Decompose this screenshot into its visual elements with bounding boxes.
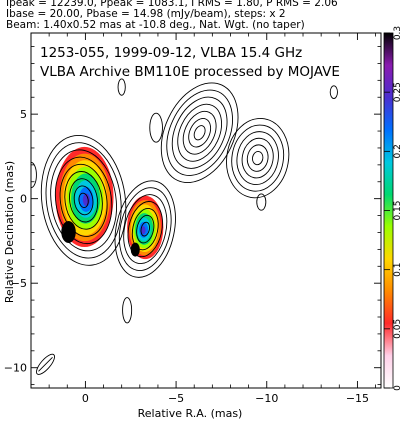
colorbar-ticks: 0 0.05 0.1 0.15 0.2 0.25 0.3 — [384, 26, 403, 391]
y-tick-label: 0 — [20, 193, 27, 206]
chart-title: 1253-055, 1999-09-12, VLBA 15.4 GHz — [40, 45, 302, 61]
contour-core — [64, 171, 103, 230]
x-tick-label: 0 — [82, 392, 89, 405]
contour-inner-jet — [131, 207, 159, 251]
contour-outer-lobe-b — [226, 117, 290, 199]
contour-outer-lobe-a — [177, 103, 223, 162]
contour-core — [69, 178, 99, 223]
contour-outer-lobe-b — [246, 144, 269, 172]
x-axis-label: Relative R.A. (mas) — [138, 407, 243, 420]
noise-contour — [117, 78, 126, 96]
colorbar-tick-label: 0.2 — [393, 144, 403, 158]
y-tick-label: −5 — [11, 277, 27, 290]
contour-core — [45, 142, 122, 259]
x-tick-label: −10 — [255, 392, 278, 405]
contour-inner-jet — [118, 187, 172, 271]
noise-contour — [329, 85, 338, 99]
noise-contour — [31, 161, 37, 189]
contour-inner-jet — [127, 201, 163, 258]
contour-outer-lobe-a — [182, 110, 217, 155]
colorbar-tick-label: 0.05 — [393, 319, 403, 339]
contour-core — [50, 149, 117, 252]
contour-core — [40, 135, 127, 266]
colorbar-tick-label: 0.25 — [393, 82, 403, 102]
contour-inner-jet — [114, 180, 176, 278]
contour-core — [59, 163, 108, 237]
polarization-band — [141, 226, 146, 235]
contour-outer-lobe-a — [193, 125, 206, 141]
noise-contour — [149, 112, 163, 143]
beam-cross — [38, 357, 53, 372]
x-tick-label: −15 — [346, 392, 369, 405]
header-line-1: Ipeak = 12239.0, Ppeak = 1083.1, I RMS =… — [6, 0, 338, 9]
contour-outer-lobe-b — [236, 131, 279, 185]
contour-outer-lobe-a — [188, 118, 212, 148]
header-line-2: Ibase = 20.00, Pbase = 14.98 (mJy/beam),… — [6, 8, 286, 20]
contour-outer-lobe-a — [171, 96, 228, 169]
contour-inner-jet — [140, 221, 151, 237]
colorbar-tick-label: 0.3 — [393, 26, 403, 40]
colorbar-tick-label: 0 — [393, 385, 403, 391]
contour-outer-lobe-a — [166, 89, 233, 176]
y-tick-label: 5 — [20, 108, 27, 121]
header-line-3: Beam: 1.40x0.52 mas at -10.8 deg., Nat. … — [6, 19, 305, 31]
contour-core — [78, 192, 89, 209]
chart-subtitle: VLBA Archive BM110E processed by MOJAVE — [40, 64, 340, 80]
contour-inner-jet — [136, 214, 155, 244]
plot-frame — [30, 32, 382, 389]
y-tick-label: −10 — [4, 362, 27, 375]
contour-outer-lobe-a — [160, 82, 239, 184]
contour-core — [73, 185, 94, 216]
beam-marker — [36, 353, 55, 375]
contour-layer — [31, 78, 338, 324]
contour-outer-lobe-b — [231, 124, 285, 192]
colorbar-tick-label: 0.15 — [393, 200, 403, 220]
noise-contour — [256, 193, 267, 211]
contour-inner-jet — [123, 194, 168, 265]
noise-contour — [122, 297, 133, 324]
contour-outer-lobe-b — [241, 137, 274, 179]
x-tick-label: −5 — [168, 392, 184, 405]
colorbar-tick-label: 0.1 — [393, 263, 403, 277]
beam-ellipse — [36, 353, 55, 375]
contour-core — [54, 156, 113, 245]
contour-outer-lobe-b — [252, 151, 264, 166]
y-axis-label: Relative Decination (mas) — [3, 161, 16, 303]
axis-ticks: 0 −5 −10 −15 5 0 −5 −10 — [4, 33, 381, 405]
